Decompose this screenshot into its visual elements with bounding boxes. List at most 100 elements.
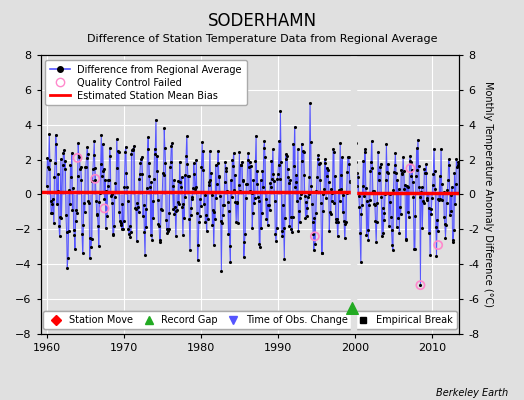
Point xyxy=(231,172,239,178)
Point xyxy=(73,210,81,216)
Point xyxy=(145,160,153,166)
Point xyxy=(299,149,308,156)
Point xyxy=(279,202,287,208)
Point xyxy=(368,165,376,172)
Point xyxy=(97,132,105,138)
Point xyxy=(417,189,425,196)
Point xyxy=(244,150,253,156)
Point xyxy=(342,218,350,225)
Point xyxy=(188,194,196,200)
Point xyxy=(183,160,191,167)
Point xyxy=(154,197,162,203)
Point xyxy=(326,211,335,217)
Point xyxy=(245,159,254,166)
Point xyxy=(355,204,364,211)
Point xyxy=(91,165,99,171)
Point xyxy=(378,233,386,240)
Point xyxy=(375,170,384,176)
Point xyxy=(439,190,447,196)
Point xyxy=(276,108,285,114)
Point xyxy=(124,225,133,232)
Point xyxy=(203,188,211,195)
Point xyxy=(248,210,257,217)
Point xyxy=(304,190,313,197)
Point xyxy=(401,181,409,188)
Point xyxy=(315,161,323,167)
Point xyxy=(159,170,167,176)
Point xyxy=(50,220,58,226)
Point xyxy=(402,236,410,243)
Point xyxy=(227,194,236,200)
Point xyxy=(325,228,333,234)
Point xyxy=(192,156,201,163)
Point xyxy=(113,164,122,171)
Point xyxy=(357,211,366,218)
Point xyxy=(125,223,134,229)
Point xyxy=(168,183,177,190)
Point xyxy=(384,160,392,167)
Point xyxy=(330,149,338,155)
Point xyxy=(365,202,373,208)
Point xyxy=(132,206,140,212)
Point xyxy=(50,174,59,180)
Point xyxy=(379,216,388,223)
Point xyxy=(405,214,413,220)
Point xyxy=(408,167,416,174)
Point xyxy=(143,185,151,192)
Point xyxy=(158,189,167,195)
Point xyxy=(134,204,142,210)
Point xyxy=(52,140,60,147)
Point xyxy=(421,170,430,176)
Point xyxy=(375,177,383,184)
Point xyxy=(292,179,300,185)
Point xyxy=(160,125,168,132)
Point xyxy=(130,143,138,149)
Point xyxy=(116,222,125,228)
Point xyxy=(211,162,220,168)
Point xyxy=(284,174,292,180)
Point xyxy=(51,132,60,138)
Point xyxy=(210,242,218,248)
Point xyxy=(433,228,442,234)
Point xyxy=(316,177,324,184)
Point xyxy=(267,184,275,190)
Point xyxy=(45,131,53,138)
Point xyxy=(295,208,303,214)
Point xyxy=(399,154,407,160)
Point xyxy=(261,196,270,202)
Point xyxy=(254,194,262,200)
Point xyxy=(117,219,125,226)
Point xyxy=(400,186,409,192)
Point xyxy=(278,228,286,234)
Point xyxy=(204,216,212,222)
Point xyxy=(398,170,407,176)
Point xyxy=(410,246,418,252)
Point xyxy=(339,192,347,198)
Point xyxy=(176,158,184,165)
Point xyxy=(204,182,213,189)
Point xyxy=(235,182,243,188)
Point xyxy=(446,212,454,218)
Point xyxy=(381,177,390,184)
Point xyxy=(313,156,322,162)
Point xyxy=(423,195,432,202)
Point xyxy=(272,238,280,244)
Point xyxy=(424,190,432,196)
Point xyxy=(290,162,298,169)
Point xyxy=(384,170,392,176)
Point xyxy=(293,146,302,153)
Point xyxy=(359,158,367,164)
Point xyxy=(190,160,198,166)
Point xyxy=(274,171,282,177)
Point xyxy=(288,229,296,235)
Point xyxy=(224,230,233,237)
Point xyxy=(444,156,453,162)
Point xyxy=(102,188,111,194)
Point xyxy=(369,188,378,195)
Point xyxy=(322,164,331,171)
Point xyxy=(136,160,145,166)
Point xyxy=(98,172,106,179)
Point xyxy=(387,214,395,220)
Point xyxy=(221,179,229,186)
Point xyxy=(215,172,223,179)
